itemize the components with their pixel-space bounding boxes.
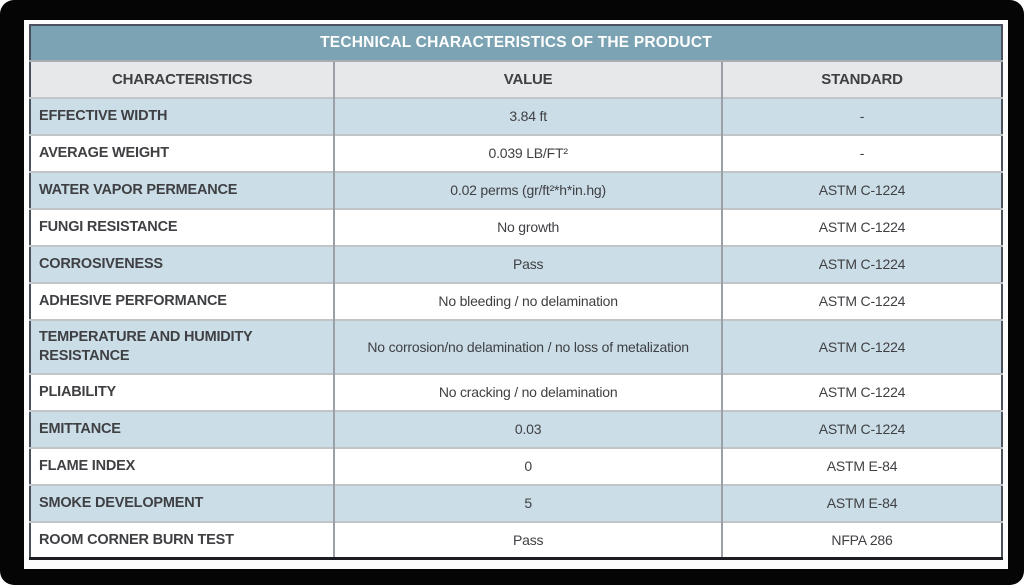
standard-cell: ASTM E-84 bbox=[721, 446, 1002, 485]
value-cell: Pass bbox=[333, 245, 723, 283]
table-row: FLAME INDEX 0 ASTM E-84 bbox=[30, 446, 1002, 485]
value-cell: 0 bbox=[333, 446, 723, 485]
standard-cell: ASTM C-1224 bbox=[721, 245, 1002, 283]
table-row: TEMPERATURE AND HUMIDITY RESISTANCE No c… bbox=[30, 319, 1002, 374]
column-header-characteristics: CHARACTERISTICS bbox=[30, 60, 335, 98]
standard-cell: ASTM C-1224 bbox=[721, 282, 1002, 320]
characteristic-cell: EFFECTIVE WIDTH bbox=[30, 97, 335, 135]
standard-cell: ASTM C-1224 bbox=[721, 171, 1002, 209]
table-row: ADHESIVE PERFORMANCE No bleeding / no de… bbox=[30, 282, 1002, 320]
characteristic-cell: PLIABILITY bbox=[30, 372, 335, 411]
standard-cell: - bbox=[721, 97, 1002, 135]
value-cell: No bleeding / no delamination bbox=[333, 282, 723, 320]
value-cell: 3.84 ft bbox=[333, 97, 723, 135]
value-cell: 0.03 bbox=[333, 409, 723, 448]
value-cell: No growth bbox=[333, 208, 723, 246]
table-body: EFFECTIVE WIDTH 3.84 ft - AVERAGE WEIGHT… bbox=[30, 97, 1002, 559]
table-row: SMOKE DEVELOPMENT 5 ASTM E-84 bbox=[30, 483, 1002, 522]
table-row: EFFECTIVE WIDTH 3.84 ft - bbox=[30, 97, 1002, 135]
standard-cell: - bbox=[721, 134, 1002, 172]
characteristic-cell: ADHESIVE PERFORMANCE bbox=[30, 282, 335, 320]
value-cell: No corrosion/no delamination / no loss o… bbox=[333, 319, 723, 374]
characteristic-cell: SMOKE DEVELOPMENT bbox=[30, 483, 335, 522]
column-header-value: VALUE bbox=[333, 60, 723, 98]
standard-cell: ASTM C-1224 bbox=[721, 319, 1002, 374]
table-title-row: TECHNICAL CHARACTERISTICS OF THE PRODUCT bbox=[30, 25, 1002, 61]
product-spec-table: TECHNICAL CHARACTERISTICS OF THE PRODUCT… bbox=[29, 24, 1003, 561]
standard-cell: NFPA 286 bbox=[721, 520, 1002, 559]
value-cell: No cracking / no delamination bbox=[333, 372, 723, 411]
characteristic-cell: ROOM CORNER BURN TEST bbox=[30, 520, 335, 559]
characteristic-cell: AVERAGE WEIGHT bbox=[30, 134, 335, 172]
table-row: EMITTANCE 0.03 ASTM C-1224 bbox=[30, 409, 1002, 448]
table-row: FUNGI RESISTANCE No growth ASTM C-1224 bbox=[30, 208, 1002, 246]
table-row: ROOM CORNER BURN TEST Pass NFPA 286 bbox=[30, 520, 1002, 559]
table-row: AVERAGE WEIGHT 0.039 LB/FT² - bbox=[30, 134, 1002, 172]
table-row: WATER VAPOR PERMEANCE 0.02 perms (gr/ft²… bbox=[30, 171, 1002, 209]
standard-cell: ASTM C-1224 bbox=[721, 372, 1002, 411]
characteristic-cell: TEMPERATURE AND HUMIDITY RESISTANCE bbox=[30, 319, 335, 374]
standard-cell: ASTM C-1224 bbox=[721, 409, 1002, 448]
characteristic-cell: CORROSIVENESS bbox=[30, 245, 335, 283]
value-cell: Pass bbox=[333, 520, 723, 559]
page-background: TECHNICAL CHARACTERISTICS OF THE PRODUCT… bbox=[24, 20, 1008, 569]
characteristic-cell: EMITTANCE bbox=[30, 409, 335, 448]
value-cell: 0.039 LB/FT² bbox=[333, 134, 723, 172]
table-row: PLIABILITY No cracking / no delamination… bbox=[30, 372, 1002, 411]
characteristic-cell: FLAME INDEX bbox=[30, 446, 335, 485]
standard-cell: ASTM C-1224 bbox=[721, 208, 1002, 246]
table-header-row: CHARACTERISTICS VALUE STANDARD bbox=[30, 60, 1002, 98]
standard-cell: ASTM E-84 bbox=[721, 483, 1002, 522]
column-header-standard: STANDARD bbox=[721, 60, 1002, 98]
characteristic-cell: WATER VAPOR PERMEANCE bbox=[30, 171, 335, 209]
table-title: TECHNICAL CHARACTERISTICS OF THE PRODUCT bbox=[30, 25, 1002, 61]
value-cell: 5 bbox=[333, 483, 723, 522]
characteristic-cell: FUNGI RESISTANCE bbox=[30, 208, 335, 246]
table-row: CORROSIVENESS Pass ASTM C-1224 bbox=[30, 245, 1002, 283]
value-cell: 0.02 perms (gr/ft²*h*in.hg) bbox=[333, 171, 723, 209]
